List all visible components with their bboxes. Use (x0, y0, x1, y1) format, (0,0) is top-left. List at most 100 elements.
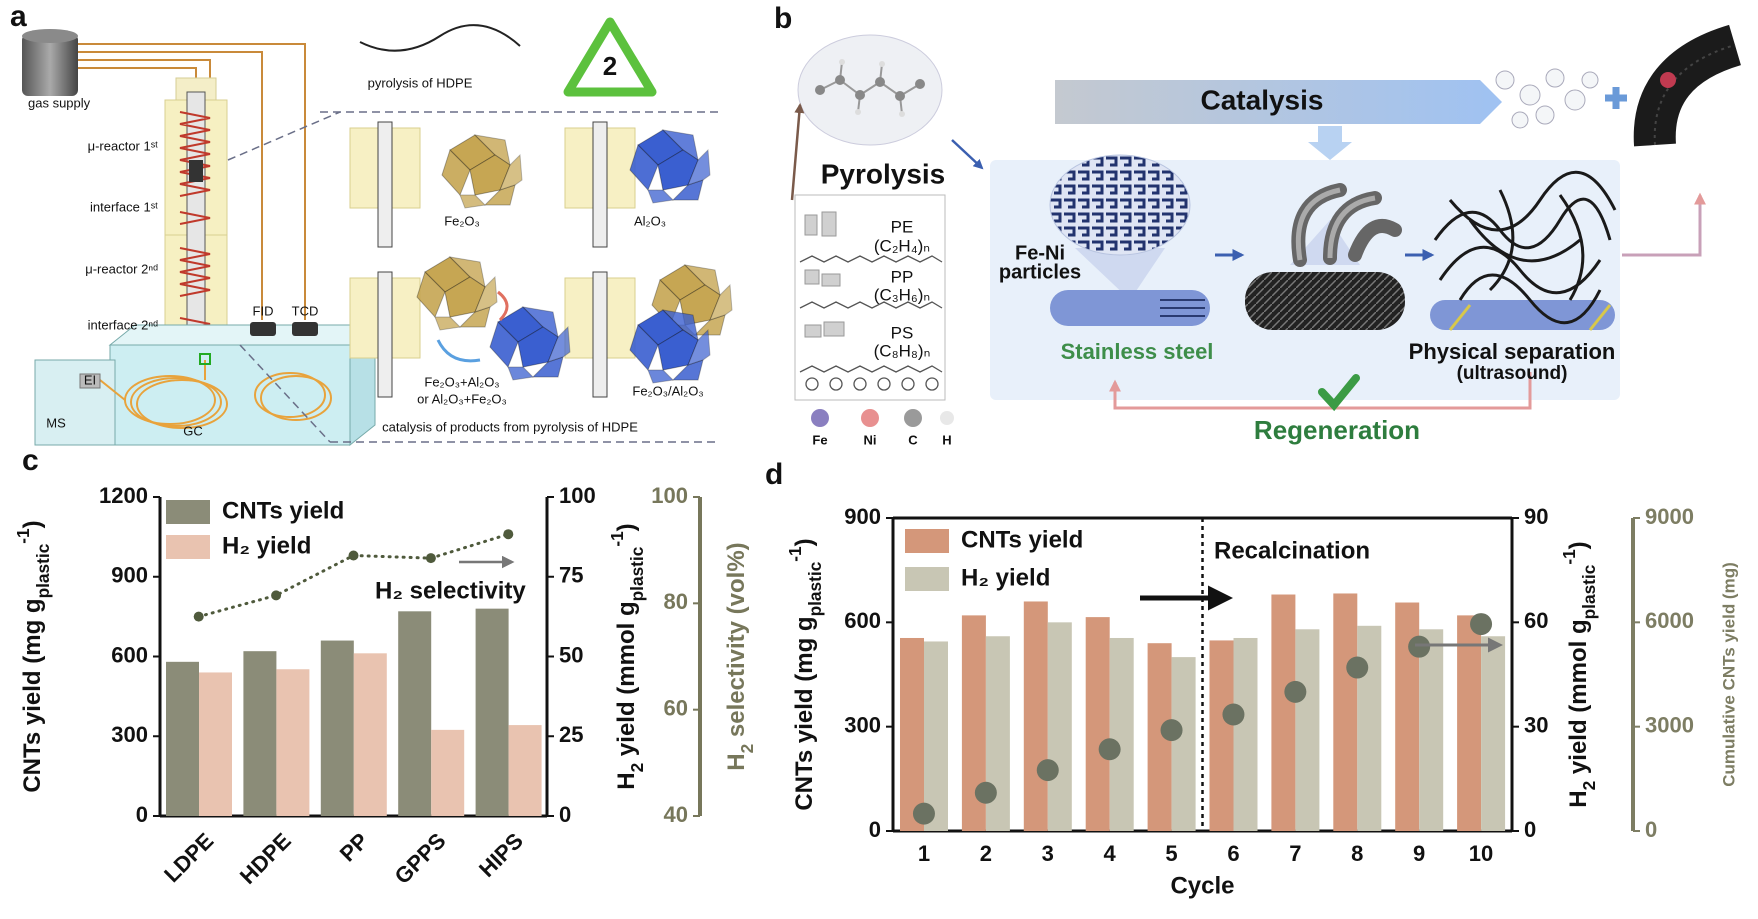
y3-axis-label: H2 selectivity (vol%) (723, 542, 756, 770)
decoration (835, 75, 845, 85)
label-part: plastic (805, 561, 825, 616)
label: Stainless steel (1061, 339, 1214, 364)
decoration (819, 61, 921, 115)
label: interface 2ⁿᵈ (88, 317, 158, 332)
legend-label: CNTs yield (222, 497, 344, 524)
x-tick-label: 4 (1104, 841, 1117, 866)
decoration (823, 321, 845, 337)
decoration (815, 75, 925, 101)
bar (166, 661, 199, 816)
x-tick-label: 8 (1351, 841, 1363, 866)
decoration (1605, 87, 1627, 109)
y-axis-label: CNTs yield (mg gplastic-1) (785, 538, 825, 810)
decoration (1295, 187, 1376, 261)
bar (1457, 615, 1482, 831)
panel-a-labels: gas supply μ-reactor 1ˢᵗ interface 1ˢᵗ μ… (28, 51, 704, 439)
decoration (1653, 44, 1736, 146)
decoration (804, 211, 845, 338)
y-tick-label: 600 (844, 608, 881, 633)
decoration (855, 90, 865, 100)
bar (475, 608, 509, 816)
decoration (78, 67, 197, 80)
decoration (260, 375, 332, 421)
label: Fe (812, 432, 827, 447)
decoration (416, 256, 498, 331)
label: Physical separation (1409, 339, 1616, 364)
decoration (1495, 68, 1599, 129)
decoration (1433, 197, 1612, 250)
decoration (853, 377, 867, 391)
label-part: H (613, 772, 640, 789)
decoration (815, 85, 825, 95)
label-part: 2 (627, 763, 647, 773)
label-part: 2 (1579, 781, 1599, 791)
point (1222, 703, 1245, 726)
decoration (1245, 272, 1405, 330)
decoration (1535, 105, 1555, 125)
decoration (895, 91, 905, 101)
label-part: ) (613, 523, 640, 531)
decoration (819, 61, 921, 115)
label-part: ) (19, 520, 46, 528)
decoration (199, 353, 211, 365)
bar (398, 611, 432, 816)
decoration (1622, 192, 1706, 257)
panel-label: a (10, 0, 27, 33)
legend-swatch (905, 529, 949, 553)
label: H (942, 432, 951, 447)
bar (1295, 629, 1320, 831)
decoration (179, 111, 211, 331)
decoration (497, 290, 509, 322)
decoration (1109, 372, 1532, 410)
decoration (1348, 218, 1402, 262)
label: interface 1ˢᵗ (90, 199, 158, 214)
decoration (804, 214, 818, 236)
label-part: -1 (785, 546, 805, 562)
decoration (821, 211, 837, 237)
point (1408, 635, 1431, 658)
decoration (292, 322, 318, 336)
label: or Al₂O₃+Fe₂O₃ (417, 391, 507, 406)
bar (431, 729, 465, 816)
y-tick-label: 1200 (99, 483, 148, 508)
bar (1171, 657, 1196, 831)
label: Regeneration (1254, 415, 1420, 445)
y3-tick-label: 3000 (1645, 712, 1694, 737)
label-part: yield (mmol g (613, 601, 640, 762)
label: GC (183, 423, 203, 438)
label-part: CNTs yield (mg g (19, 598, 46, 792)
label: MS (46, 415, 66, 430)
bar (1271, 594, 1296, 831)
y2-axis-label: H2 yield (mmol gplastic-1) (607, 523, 647, 789)
legend-swatch (166, 535, 210, 559)
y-tick-label: 300 (844, 712, 881, 737)
y-tick-label: 300 (111, 722, 148, 747)
y-tick-label: 0 (869, 817, 881, 842)
y-tick-label: 0 (136, 802, 148, 827)
decoration (1558, 194, 1585, 301)
y2-tick-label: 30 (1524, 712, 1548, 737)
label-part: -1 (1559, 549, 1579, 565)
label: Fe₂O₃ (444, 213, 480, 228)
decoration (790, 103, 805, 201)
bar (508, 725, 542, 816)
x-tick-label: PP (335, 828, 373, 866)
decoration (839, 59, 905, 117)
y3-axis-label: Cumulative CNTs yield (mg) (1719, 562, 1738, 787)
label: Fe-Ni (1015, 242, 1065, 264)
legend-swatch (166, 500, 210, 524)
y2-tick-label: 50 (559, 642, 583, 667)
decoration (1318, 374, 1360, 412)
point (912, 802, 935, 825)
decoration (227, 111, 341, 161)
bar (1109, 637, 1134, 831)
label: Fe₂O₃+Al₂O₃ (424, 374, 499, 389)
series-annotation: H₂ selectivity (375, 577, 526, 604)
decoration (1433, 171, 1617, 325)
decoration (899, 111, 905, 117)
decoration (811, 409, 829, 427)
y-tick-label: 900 (111, 563, 148, 588)
